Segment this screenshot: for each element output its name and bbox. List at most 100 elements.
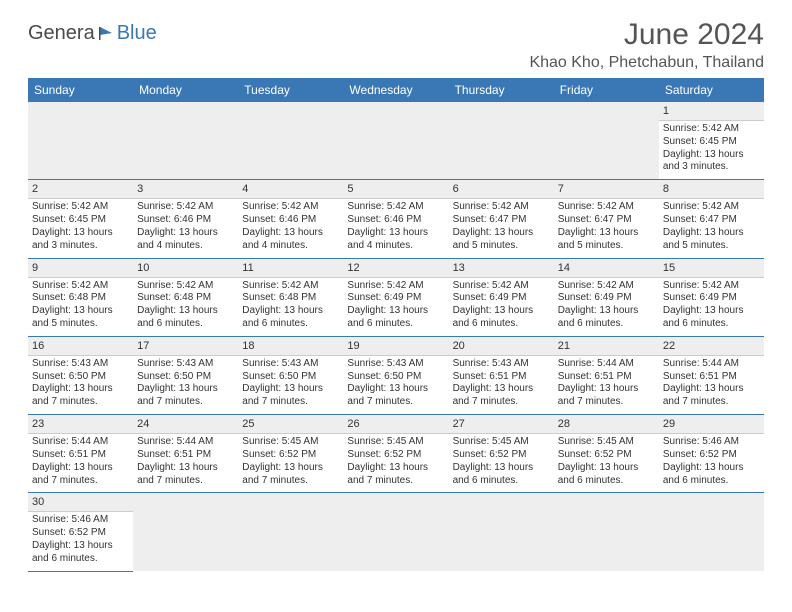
calendar-cell: 19Sunrise: 5:43 AMSunset: 6:50 PMDayligh…: [343, 336, 448, 414]
sunset-text: Sunset: 6:51 PM: [137, 449, 234, 462]
col-sunday: Sunday: [28, 78, 133, 102]
calendar-cell: [28, 102, 133, 180]
sunset-text: Sunset: 6:47 PM: [663, 214, 760, 227]
logo-text-main: Genera: [28, 22, 95, 45]
daylight-text-2: and 5 minutes.: [32, 318, 129, 331]
daylight-text-1: Daylight: 13 hours: [453, 383, 550, 396]
sunrise-text: Sunrise: 5:46 AM: [663, 436, 760, 449]
flag-icon: [98, 25, 114, 41]
sunset-text: Sunset: 6:51 PM: [558, 371, 655, 384]
day-number: 26: [343, 415, 448, 434]
sunset-text: Sunset: 6:52 PM: [242, 449, 339, 462]
sunset-text: Sunset: 6:51 PM: [663, 371, 760, 384]
calendar-cell: 26Sunrise: 5:45 AMSunset: 6:52 PMDayligh…: [343, 415, 448, 493]
sunrise-text: Sunrise: 5:43 AM: [137, 358, 234, 371]
sunrise-text: Sunrise: 5:45 AM: [453, 436, 550, 449]
calendar-cell: 25Sunrise: 5:45 AMSunset: 6:52 PMDayligh…: [238, 415, 343, 493]
daylight-text-1: Daylight: 13 hours: [242, 462, 339, 475]
calendar-cell: 12Sunrise: 5:42 AMSunset: 6:49 PMDayligh…: [343, 258, 448, 336]
daylight-text-1: Daylight: 13 hours: [242, 305, 339, 318]
sunset-text: Sunset: 6:48 PM: [137, 292, 234, 305]
daylight-text-2: and 7 minutes.: [32, 396, 129, 409]
sunset-text: Sunset: 6:46 PM: [242, 214, 339, 227]
sunrise-text: Sunrise: 5:42 AM: [453, 201, 550, 214]
day-number: 4: [238, 180, 343, 199]
sunrise-text: Sunrise: 5:46 AM: [32, 514, 129, 527]
daylight-text-2: and 6 minutes.: [453, 475, 550, 488]
sunset-text: Sunset: 6:52 PM: [453, 449, 550, 462]
calendar-cell: [133, 493, 238, 571]
col-wednesday: Wednesday: [343, 78, 448, 102]
day-number: 7: [554, 180, 659, 199]
calendar-cell: [554, 493, 659, 571]
daylight-text-2: and 6 minutes.: [242, 318, 339, 331]
sunrise-text: Sunrise: 5:44 AM: [558, 358, 655, 371]
sunrise-text: Sunrise: 5:44 AM: [137, 436, 234, 449]
calendar-week-row: 16Sunrise: 5:43 AMSunset: 6:50 PMDayligh…: [28, 336, 764, 414]
daylight-text-1: Daylight: 13 hours: [453, 305, 550, 318]
daylight-text-2: and 7 minutes.: [663, 396, 760, 409]
sunset-text: Sunset: 6:50 PM: [242, 371, 339, 384]
sunrise-text: Sunrise: 5:42 AM: [663, 201, 760, 214]
sunset-text: Sunset: 6:47 PM: [558, 214, 655, 227]
daylight-text-1: Daylight: 13 hours: [347, 462, 444, 475]
daylight-text-1: Daylight: 13 hours: [558, 227, 655, 240]
calendar-cell: 1Sunrise: 5:42 AMSunset: 6:45 PMDaylight…: [659, 102, 764, 180]
daylight-text-1: Daylight: 13 hours: [558, 462, 655, 475]
day-number: 6: [449, 180, 554, 199]
calendar-cell: [449, 493, 554, 571]
daylight-text-2: and 5 minutes.: [663, 240, 760, 253]
day-number: 8: [659, 180, 764, 199]
daylight-text-2: and 5 minutes.: [453, 240, 550, 253]
col-tuesday: Tuesday: [238, 78, 343, 102]
sunrise-text: Sunrise: 5:43 AM: [242, 358, 339, 371]
daylight-text-1: Daylight: 13 hours: [137, 227, 234, 240]
calendar-cell: 29Sunrise: 5:46 AMSunset: 6:52 PMDayligh…: [659, 415, 764, 493]
location-subtitle: Khao Kho, Phetchabun, Thailand: [529, 54, 764, 72]
sunset-text: Sunset: 6:51 PM: [453, 371, 550, 384]
sunset-text: Sunset: 6:49 PM: [347, 292, 444, 305]
calendar-header-row: Sunday Monday Tuesday Wednesday Thursday…: [28, 78, 764, 102]
logo-text-accent: Blue: [117, 22, 157, 45]
calendar-cell: 18Sunrise: 5:43 AMSunset: 6:50 PMDayligh…: [238, 336, 343, 414]
daylight-text-2: and 7 minutes.: [558, 396, 655, 409]
daylight-text-2: and 6 minutes.: [663, 318, 760, 331]
sunset-text: Sunset: 6:50 PM: [137, 371, 234, 384]
daylight-text-1: Daylight: 13 hours: [242, 227, 339, 240]
daylight-text-1: Daylight: 13 hours: [137, 383, 234, 396]
daylight-text-2: and 7 minutes.: [137, 396, 234, 409]
day-number: 5: [343, 180, 448, 199]
calendar-cell: 23Sunrise: 5:44 AMSunset: 6:51 PMDayligh…: [28, 415, 133, 493]
sunrise-text: Sunrise: 5:43 AM: [32, 358, 129, 371]
col-friday: Friday: [554, 78, 659, 102]
daylight-text-1: Daylight: 13 hours: [347, 305, 444, 318]
calendar-cell: [343, 493, 448, 571]
sunset-text: Sunset: 6:49 PM: [558, 292, 655, 305]
daylight-text-2: and 7 minutes.: [242, 396, 339, 409]
sunset-text: Sunset: 6:45 PM: [32, 214, 129, 227]
day-number: 11: [238, 259, 343, 278]
daylight-text-2: and 6 minutes.: [663, 475, 760, 488]
sunset-text: Sunset: 6:46 PM: [347, 214, 444, 227]
col-saturday: Saturday: [659, 78, 764, 102]
calendar-week-row: 9Sunrise: 5:42 AMSunset: 6:48 PMDaylight…: [28, 258, 764, 336]
calendar-cell: 28Sunrise: 5:45 AMSunset: 6:52 PMDayligh…: [554, 415, 659, 493]
daylight-text-2: and 7 minutes.: [347, 475, 444, 488]
calendar-cell: 17Sunrise: 5:43 AMSunset: 6:50 PMDayligh…: [133, 336, 238, 414]
sunrise-text: Sunrise: 5:42 AM: [558, 201, 655, 214]
calendar-cell: [343, 102, 448, 180]
day-number: 2: [28, 180, 133, 199]
calendar-cell: [554, 102, 659, 180]
day-number: 25: [238, 415, 343, 434]
calendar-cell: 11Sunrise: 5:42 AMSunset: 6:48 PMDayligh…: [238, 258, 343, 336]
calendar-cell: 15Sunrise: 5:42 AMSunset: 6:49 PMDayligh…: [659, 258, 764, 336]
daylight-text-2: and 4 minutes.: [347, 240, 444, 253]
daylight-text-2: and 3 minutes.: [32, 240, 129, 253]
day-number: 20: [449, 337, 554, 356]
day-number: 14: [554, 259, 659, 278]
daylight-text-2: and 4 minutes.: [137, 240, 234, 253]
daylight-text-2: and 7 minutes.: [453, 396, 550, 409]
daylight-text-1: Daylight: 13 hours: [663, 227, 760, 240]
calendar-cell: 16Sunrise: 5:43 AMSunset: 6:50 PMDayligh…: [28, 336, 133, 414]
daylight-text-2: and 7 minutes.: [347, 396, 444, 409]
